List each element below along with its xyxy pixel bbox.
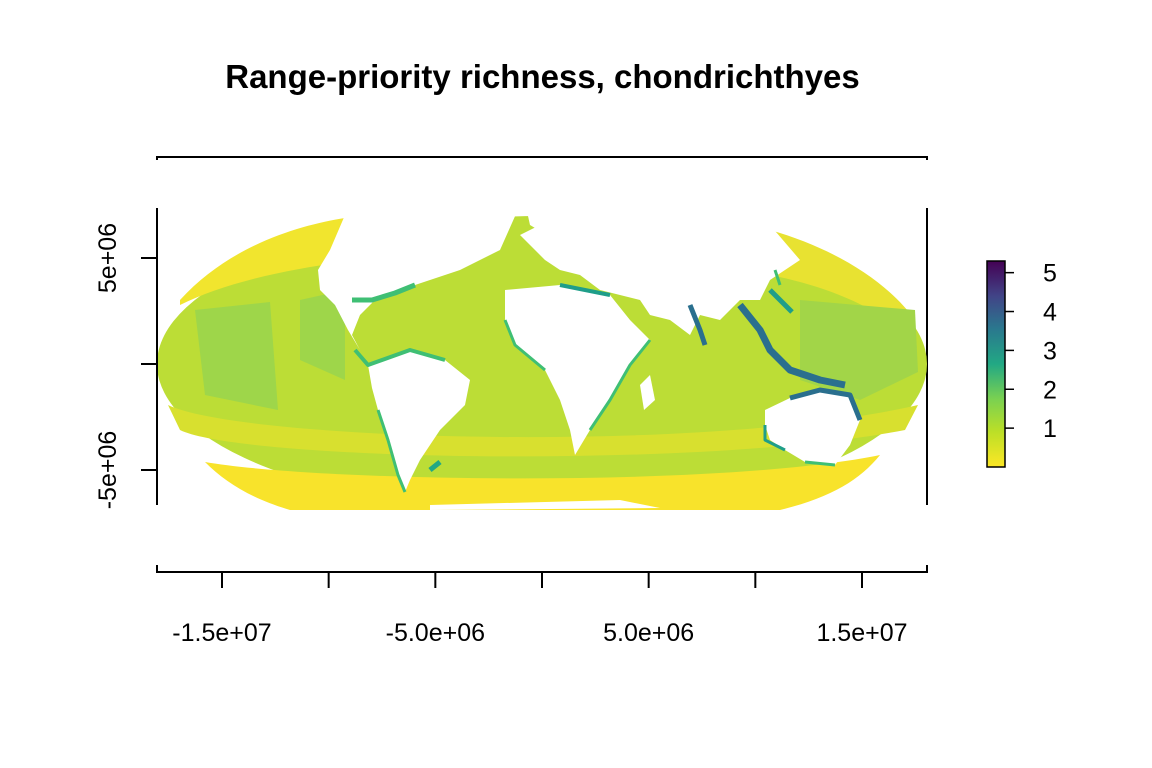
y-tick-label: -5e+06 bbox=[94, 431, 122, 510]
x-axis: -1.5e+07 -5.0e+06 5.0e+06 1.5e+07 bbox=[172, 571, 908, 647]
x-tick-label: -5.0e+06 bbox=[386, 619, 485, 647]
map-title: Range-priority richness, chondrichthyes bbox=[225, 58, 860, 95]
y-axis: 5e+06 -5e+06 bbox=[94, 223, 158, 510]
land-layer bbox=[318, 178, 860, 510]
coastal-richness bbox=[352, 269, 863, 493]
x-tick-label: -1.5e+07 bbox=[172, 619, 271, 647]
legend-colorbar bbox=[986, 260, 1006, 468]
legend-tick-label: 4 bbox=[1043, 299, 1057, 327]
x-tick-label: 5.0e+06 bbox=[603, 619, 694, 647]
legend-tick-label: 1 bbox=[1043, 415, 1057, 443]
legend-tick-label: 3 bbox=[1043, 337, 1057, 365]
y-tick-label: 5e+06 bbox=[94, 223, 122, 293]
color-legend: 1 2 3 4 5 bbox=[986, 260, 1057, 468]
legend-tick-label: 5 bbox=[1043, 260, 1057, 288]
legend-tick-label: 2 bbox=[1043, 376, 1057, 404]
x-tick-label: 1.5e+07 bbox=[816, 619, 907, 647]
